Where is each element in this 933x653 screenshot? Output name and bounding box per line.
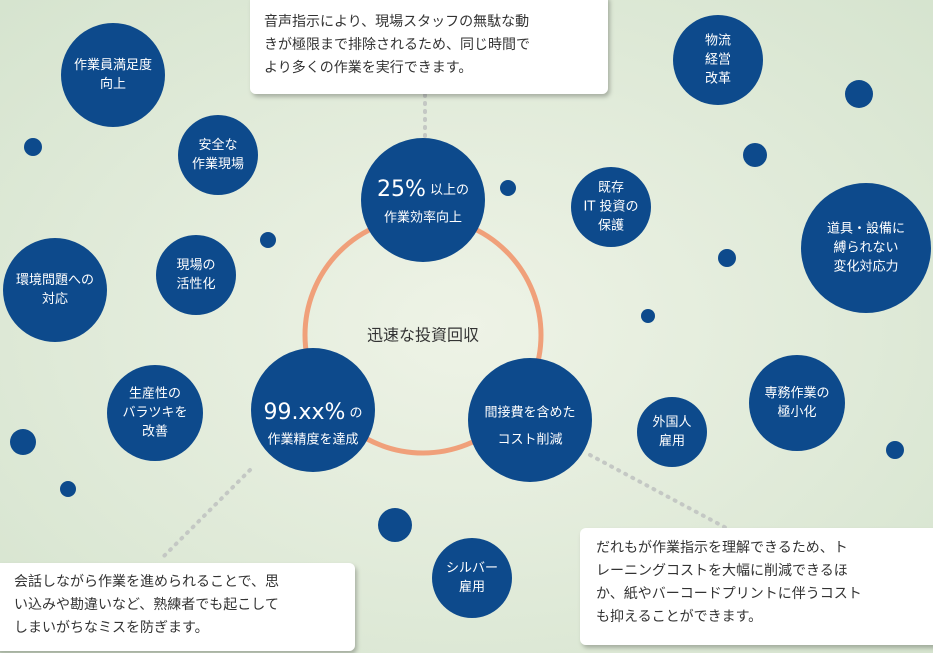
main-node-label: 作業効率向上	[384, 210, 462, 226]
main-node-label: 間接費を含めた	[484, 405, 575, 421]
callout-text: きが極限まで排除されるため、同じ時間で	[264, 37, 530, 53]
benefit-label: 作業現場	[192, 156, 244, 172]
benefit-label: 生産性の	[129, 386, 181, 402]
benefit-label: 既存	[598, 181, 624, 196]
benefit-label: 雇用	[659, 433, 685, 449]
callout-text: レーニングコストを大幅に削減できるほ	[596, 562, 848, 579]
benefit-node	[673, 15, 763, 105]
benefit-node	[3, 238, 107, 342]
callout-box	[0, 563, 355, 651]
callout-text: い込みや勘違いなど、熟練者でも起こして	[14, 597, 279, 613]
center-label: 迅速な投資回収	[367, 326, 479, 345]
benefit-node	[801, 183, 931, 313]
callout-box	[580, 528, 933, 645]
callout-text: 音声指示により、現場スタッフの無駄な動	[264, 13, 529, 30]
dots	[10, 80, 904, 542]
callout-text: だれもが作業指示を理解できるため、ト	[596, 540, 848, 556]
benefit-label: 変化対応力	[833, 259, 898, 275]
benefit-label: 現場の	[176, 258, 215, 273]
benefit-label: 活性化	[176, 277, 215, 292]
main-node	[468, 358, 592, 482]
main-node-label: コスト削減	[497, 432, 562, 448]
benefit-label: 向上	[100, 76, 126, 92]
callout-text: も抑えることができます。	[596, 609, 762, 625]
benefit-node	[178, 115, 258, 195]
benefit-node	[749, 355, 845, 451]
benefit-label: 物流	[705, 34, 731, 49]
benefit-label: シルバー	[446, 561, 498, 576]
benefit-label: 専務作業の	[764, 385, 829, 401]
benefit-label: 経営	[705, 53, 731, 68]
benefit-label: 保護	[598, 218, 624, 234]
benefit-label: 極小化	[777, 404, 816, 420]
benefit-label: 改善	[142, 424, 168, 440]
benefit-node	[571, 167, 651, 247]
main-node	[251, 348, 375, 472]
benefit-label: 外国人	[652, 415, 691, 430]
benefit-label: 安全な	[198, 137, 237, 153]
benefit-label: 雇用	[459, 579, 485, 595]
callout-text: しまいがちなミスを防ぎます。	[14, 620, 209, 636]
benefit-label: 環境問題への	[16, 273, 94, 288]
benefit-label: 改革	[705, 72, 731, 87]
callout-text: より多くの作業を実行できます。	[264, 59, 472, 76]
callout-text: か、紙やバーコードプリントに伴うコスト	[596, 586, 862, 602]
main-node-label: 99.xx% の	[264, 400, 363, 425]
main-node-label: 作業精度を達成	[267, 432, 358, 448]
benefit-label: 対応	[42, 292, 68, 307]
benefit-node	[432, 538, 512, 618]
benefit-node	[637, 397, 707, 467]
callout-text: 会話しながら作業を進められることで、思	[14, 573, 279, 590]
benefit-label: 道具・設備に	[827, 221, 905, 237]
benefit-label: 作業員満足度	[74, 57, 152, 73]
connectors	[158, 93, 732, 562]
benefit-node	[61, 23, 165, 127]
benefit-node	[156, 235, 236, 315]
benefit-label: IT 投資の	[584, 199, 639, 215]
main-node-label: 25% 以上の	[377, 177, 469, 202]
benefit-label: 縛られない	[833, 240, 898, 256]
main-node	[361, 138, 485, 262]
benefit-label: バラツキを	[122, 406, 187, 421]
benefit-node	[107, 365, 203, 461]
callout-box	[250, 0, 608, 94]
